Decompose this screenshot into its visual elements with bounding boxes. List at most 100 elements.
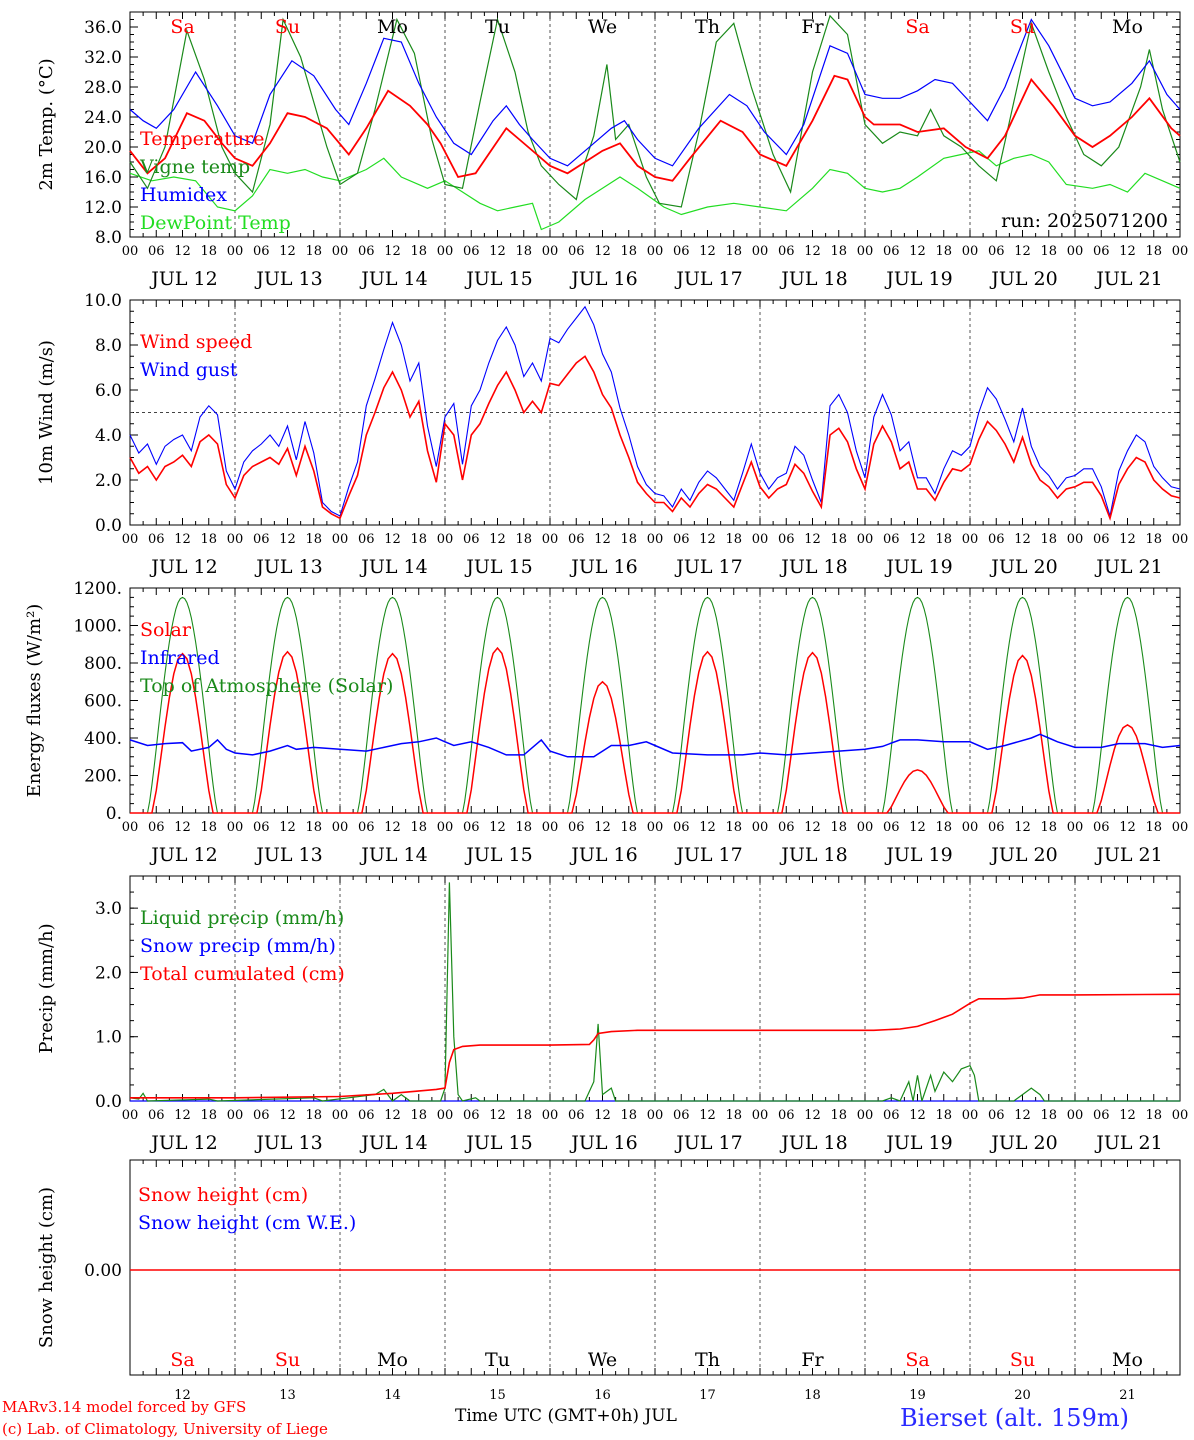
hour-tick-label: 12 xyxy=(384,244,401,259)
hour-tick-label: 06 xyxy=(253,532,270,547)
hour-tick-label: 00 xyxy=(962,820,979,835)
series-wind-speed xyxy=(129,355,1181,521)
hour-tick-label: 06 xyxy=(463,820,480,835)
hour-tick-label: 18 xyxy=(1145,244,1162,259)
hour-tick-label: 00 xyxy=(647,244,664,259)
hour-tick-label: 06 xyxy=(358,1108,375,1123)
date-label: JUL 17 xyxy=(674,1132,742,1154)
weekday-label: Su xyxy=(275,16,300,38)
weekday-label: Fr xyxy=(801,16,824,38)
hour-tick-label: 18 xyxy=(725,532,742,547)
hour-tick-label: 00 xyxy=(437,532,454,547)
y-axis-title: Precip (mm/h) xyxy=(36,923,57,1053)
hour-tick-label: 00 xyxy=(857,532,874,547)
hour-tick-label: 00 xyxy=(1067,244,1084,259)
hour-tick-label: 00 xyxy=(647,532,664,547)
y-axis-title: 2m Temp. (°C) xyxy=(36,58,57,190)
legend-humidex: Humidex xyxy=(140,184,227,206)
hour-tick-label: 18 xyxy=(620,532,637,547)
hour-tick-label: 18 xyxy=(620,244,637,259)
lab-credit: (c) Lab. of Climatology, University of L… xyxy=(2,1420,328,1438)
y-tick-label: 24.0 xyxy=(84,108,122,128)
date-label: JUL 16 xyxy=(569,844,637,866)
hour-tick-label: 06 xyxy=(358,244,375,259)
legend-infrared: Infrared xyxy=(140,647,220,669)
date-label: JUL 15 xyxy=(464,268,532,290)
hour-tick-label: 06 xyxy=(568,1108,585,1123)
hour-tick-label: 12 xyxy=(909,532,926,547)
hour-tick-label: 06 xyxy=(463,244,480,259)
legend-liquid-precip-mm-h-: Liquid precip (mm/h) xyxy=(140,907,344,929)
hour-tick-label: 06 xyxy=(883,532,900,547)
hour-tick-label: 12 xyxy=(174,532,191,547)
hour-tick-label: 06 xyxy=(568,532,585,547)
hour-tick-label: 00 xyxy=(437,1108,454,1123)
y-tick-label: 16.0 xyxy=(84,168,122,188)
y-tick-label: 12.0 xyxy=(84,198,122,218)
hour-tick-label: 06 xyxy=(253,244,270,259)
hour-tick-label: 06 xyxy=(568,244,585,259)
hour-tick-label: 12 xyxy=(174,244,191,259)
weekday-label: Mo xyxy=(1112,16,1143,38)
hour-tick-label: 06 xyxy=(463,1108,480,1123)
day-number: 21 xyxy=(1119,1388,1136,1403)
y-tick-label: 20.0 xyxy=(84,138,122,158)
hour-tick-label: 06 xyxy=(1093,532,1110,547)
weekday-label: Tu xyxy=(485,16,510,38)
hour-tick-label: 06 xyxy=(988,532,1005,547)
hour-tick-label: 18 xyxy=(1145,1108,1162,1123)
hour-tick-label: 12 xyxy=(699,820,716,835)
hour-tick-label: 12 xyxy=(804,244,821,259)
hour-tick-label: 18 xyxy=(935,820,952,835)
y-tick-label: 28.0 xyxy=(84,78,122,98)
hour-tick-label: 06 xyxy=(778,1108,795,1123)
hour-tick-label: 18 xyxy=(515,1108,532,1123)
date-label: JUL 14 xyxy=(359,268,427,290)
y-tick-label: 8.0 xyxy=(95,336,122,356)
day-number: 17 xyxy=(699,1388,716,1403)
y-tick-label: 600. xyxy=(84,692,122,712)
day-number: 15 xyxy=(489,1388,506,1403)
hour-tick-label: 18 xyxy=(200,244,217,259)
hour-tick-label: 06 xyxy=(883,1108,900,1123)
weekday-label: Su xyxy=(275,1349,300,1371)
weekday-label: We xyxy=(588,16,617,38)
y-tick-label: 3.0 xyxy=(95,899,122,919)
hour-tick-label: 12 xyxy=(384,532,401,547)
hour-tick-label: 18 xyxy=(830,820,847,835)
y-tick-label: 1000. xyxy=(73,617,122,637)
date-label: JUL 15 xyxy=(464,556,532,578)
legend-total-cumulated-cm-: Total cumulated (cm) xyxy=(140,963,345,985)
legend-vigne-temp: Vigne temp xyxy=(139,156,250,178)
y-tick-label: 32.0 xyxy=(84,48,122,68)
plot-frame-1 xyxy=(129,11,1181,238)
hour-tick-label: 06 xyxy=(883,820,900,835)
hour-tick-label: 06 xyxy=(568,820,585,835)
hour-tick-label: 00 xyxy=(1172,820,1189,835)
series-wind-gust xyxy=(129,305,1181,517)
hour-tick-label: 06 xyxy=(463,532,480,547)
hour-tick-label: 06 xyxy=(1093,1108,1110,1123)
weekday-label: We xyxy=(588,1349,617,1371)
hour-tick-label: 00 xyxy=(227,1108,244,1123)
date-label: JUL 15 xyxy=(464,844,532,866)
hour-tick-label: 18 xyxy=(1145,532,1162,547)
hour-tick-label: 18 xyxy=(515,820,532,835)
series-temperature xyxy=(129,74,1181,182)
weekday-label: Sa xyxy=(170,16,194,38)
hour-tick-label: 06 xyxy=(1093,820,1110,835)
y-tick-label: 400. xyxy=(84,729,122,749)
hour-tick-label: 00 xyxy=(752,244,769,259)
date-label: JUL 14 xyxy=(359,556,427,578)
hour-tick-label: 06 xyxy=(253,1108,270,1123)
hour-tick-label: 00 xyxy=(752,532,769,547)
date-label: JUL 14 xyxy=(359,844,427,866)
hour-tick-label: 18 xyxy=(305,532,322,547)
hour-tick-label: 12 xyxy=(1014,532,1031,547)
hour-tick-label: 12 xyxy=(909,244,926,259)
hour-tick-label: 12 xyxy=(804,820,821,835)
hour-tick-label: 12 xyxy=(1119,1108,1136,1123)
hour-tick-label: 18 xyxy=(830,244,847,259)
station-name: Bierset (alt. 159m) xyxy=(900,1404,1129,1432)
hour-tick-label: 12 xyxy=(594,1108,611,1123)
